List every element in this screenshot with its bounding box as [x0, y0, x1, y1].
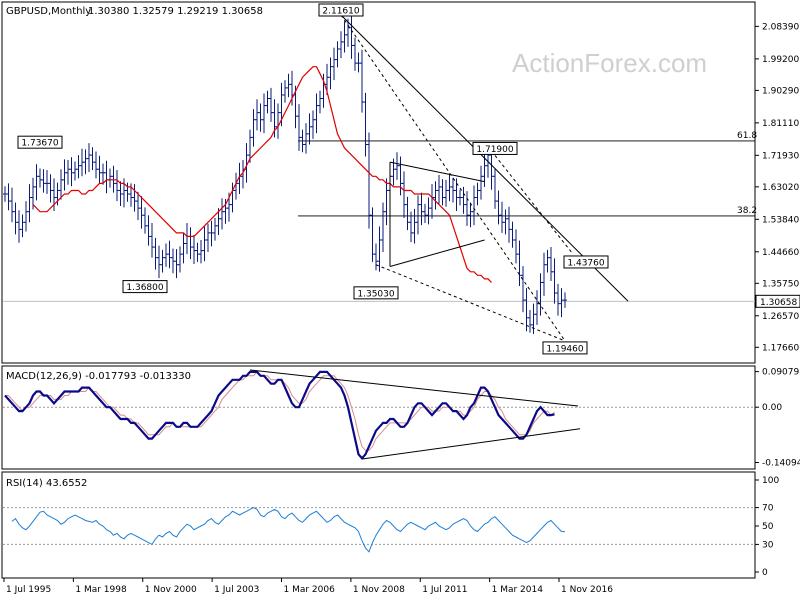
pivot-label: 2.11610: [322, 7, 359, 17]
pivot-label: 1.19460: [546, 344, 583, 354]
pivot-label: 1.35030: [357, 289, 394, 299]
price-axis-label: 1.63020: [762, 183, 799, 193]
macd-layer: [3, 369, 755, 460]
price-axis-label: 1.44660: [762, 248, 799, 258]
time-axis-label: 1 Jul 2003: [214, 585, 259, 595]
macd-line: [4, 370, 555, 460]
price-panel-frame: [1, 1, 756, 364]
fib-level-label: 61.8: [737, 131, 757, 141]
downtrend-line: [340, 14, 629, 302]
rsi-axis-label: 50: [762, 522, 774, 532]
pivot-label-box: [122, 280, 168, 294]
macd-axis-label: -0.14094: [762, 458, 800, 468]
price-axis-label: 1.53840: [762, 215, 799, 225]
fib-level-label: 38.2: [737, 206, 757, 216]
current-price-marker: [755, 294, 800, 308]
macd-signal-line: [5, 371, 555, 451]
price-panel-ohlc: 1.30380 1.32579 1.29219 1.30658: [88, 6, 263, 17]
pivot-label: 1.73670: [21, 139, 58, 149]
triangle-lower-line: [389, 239, 485, 267]
triangle-upper-line: [389, 161, 485, 183]
macd-lower-trendline: [361, 428, 581, 460]
dashed-trend-channel-lower: [375, 264, 566, 342]
price-panel-title: GBPUSD,Monthly: [6, 6, 91, 17]
price-axis-label: 1.99200: [762, 55, 799, 65]
time-axis-label: 1 Mar 1998: [75, 585, 127, 595]
pivot-label: 1.71900: [476, 145, 513, 155]
watermark: ActionForex.com: [512, 48, 707, 78]
rsi-axis-label: 0: [762, 568, 768, 578]
macd-upper-trendline: [249, 369, 579, 407]
macd-axis-label: 0.090798: [762, 368, 800, 378]
rsi-axis-label: 100: [762, 476, 779, 486]
pivot-label-box: [353, 286, 399, 300]
time-axis-label: 1 Nov 2016: [561, 585, 613, 595]
time-axis-label: 1 Nov 2000: [145, 585, 197, 595]
price-axis-label: 1.90290: [762, 86, 799, 96]
current-price-label: 1.30658: [760, 298, 797, 308]
price-axis-label: 1.71930: [762, 151, 799, 161]
axis-layer: 2.08390 1.99200 1.90290 1.81110 1.71930 1.630…: [3, 22, 800, 595]
time-axis-label: 1 Jul 2011: [422, 585, 467, 595]
pivot-label-box: [542, 341, 588, 355]
price-layer: 61.8 38.2 2.11610 1.73670 1.36800 1.35030 1.71…: [3, 3, 757, 355]
price-axis-label: 1.26570: [762, 312, 799, 322]
rsi-panel-frame: [1, 471, 756, 579]
pivot-label-box: [563, 255, 609, 269]
pivot-label: 1.43760: [567, 258, 604, 268]
time-axis-label: 1 Mar 2006: [284, 585, 336, 595]
macd-panel-title: MACD(12,26,9) -0.017793 -0.013330: [6, 371, 191, 382]
pivot-label-box: [472, 141, 518, 155]
price-axis-label: 1.35750: [762, 279, 799, 289]
time-axis-label: 1 Mar 2014: [492, 585, 544, 595]
moving-average-line: [32, 66, 492, 283]
dashed-trend-channel-inner: [494, 155, 574, 255]
rsi-panel-title: RSI(14) 43.6552: [6, 478, 87, 489]
time-axis-label: 1 Jul 1995: [6, 585, 51, 595]
time-axis-label: 1 Nov 2008: [353, 585, 405, 595]
rsi-axis-label: 30: [762, 540, 774, 550]
rsi-axis-label: 70: [762, 504, 774, 514]
pivot-label-box: [17, 135, 63, 149]
price-axis-label: 2.08390: [762, 22, 799, 32]
rsi-line: [11, 507, 566, 553]
price-axis-label: 1.17660: [762, 343, 799, 353]
price-axis-label: 1.81110: [762, 119, 799, 129]
pivot-label: 1.36800: [126, 283, 163, 293]
rsi-layer: [3, 507, 755, 553]
macd-panel-frame: [1, 365, 756, 470]
pivot-label-box: [318, 3, 364, 17]
macd-axis-label: 0.00: [762, 403, 782, 413]
